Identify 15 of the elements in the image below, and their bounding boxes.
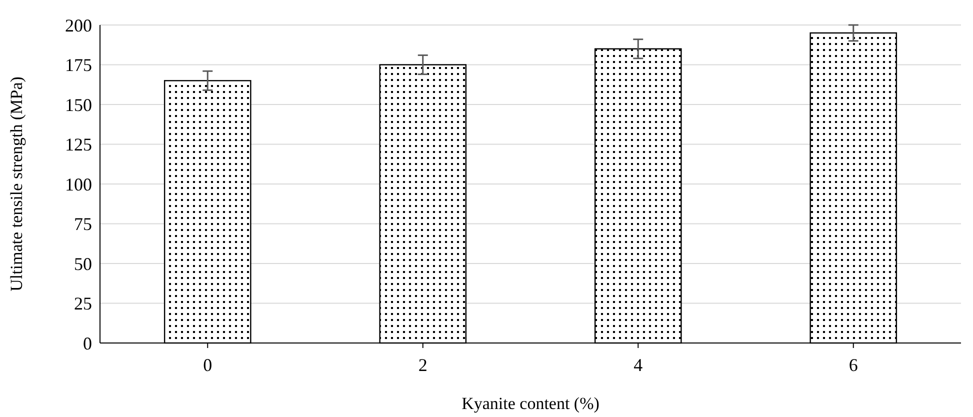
y-tick-label: 50: [74, 254, 92, 274]
x-tick-label: 0: [203, 355, 212, 375]
y-tick-label: 150: [65, 94, 92, 115]
y-tick-label: 25: [74, 294, 92, 314]
x-axis-title: Kyanite content (%): [462, 394, 600, 413]
y-tick-label: 75: [74, 214, 92, 234]
y-tick-label: 125: [65, 134, 92, 155]
y-tick-label: 100: [65, 174, 92, 194]
y-axis-title: Ultimate tensile strength (MPa): [7, 76, 26, 292]
x-tick-label: 2: [418, 355, 428, 375]
y-tick-label: 175: [65, 55, 92, 76]
y-tick-label: 200: [65, 15, 92, 36]
x-tick-label: 6: [848, 355, 858, 375]
y-tick-label: 0: [83, 333, 92, 354]
x-tick-label: 4: [634, 355, 643, 375]
